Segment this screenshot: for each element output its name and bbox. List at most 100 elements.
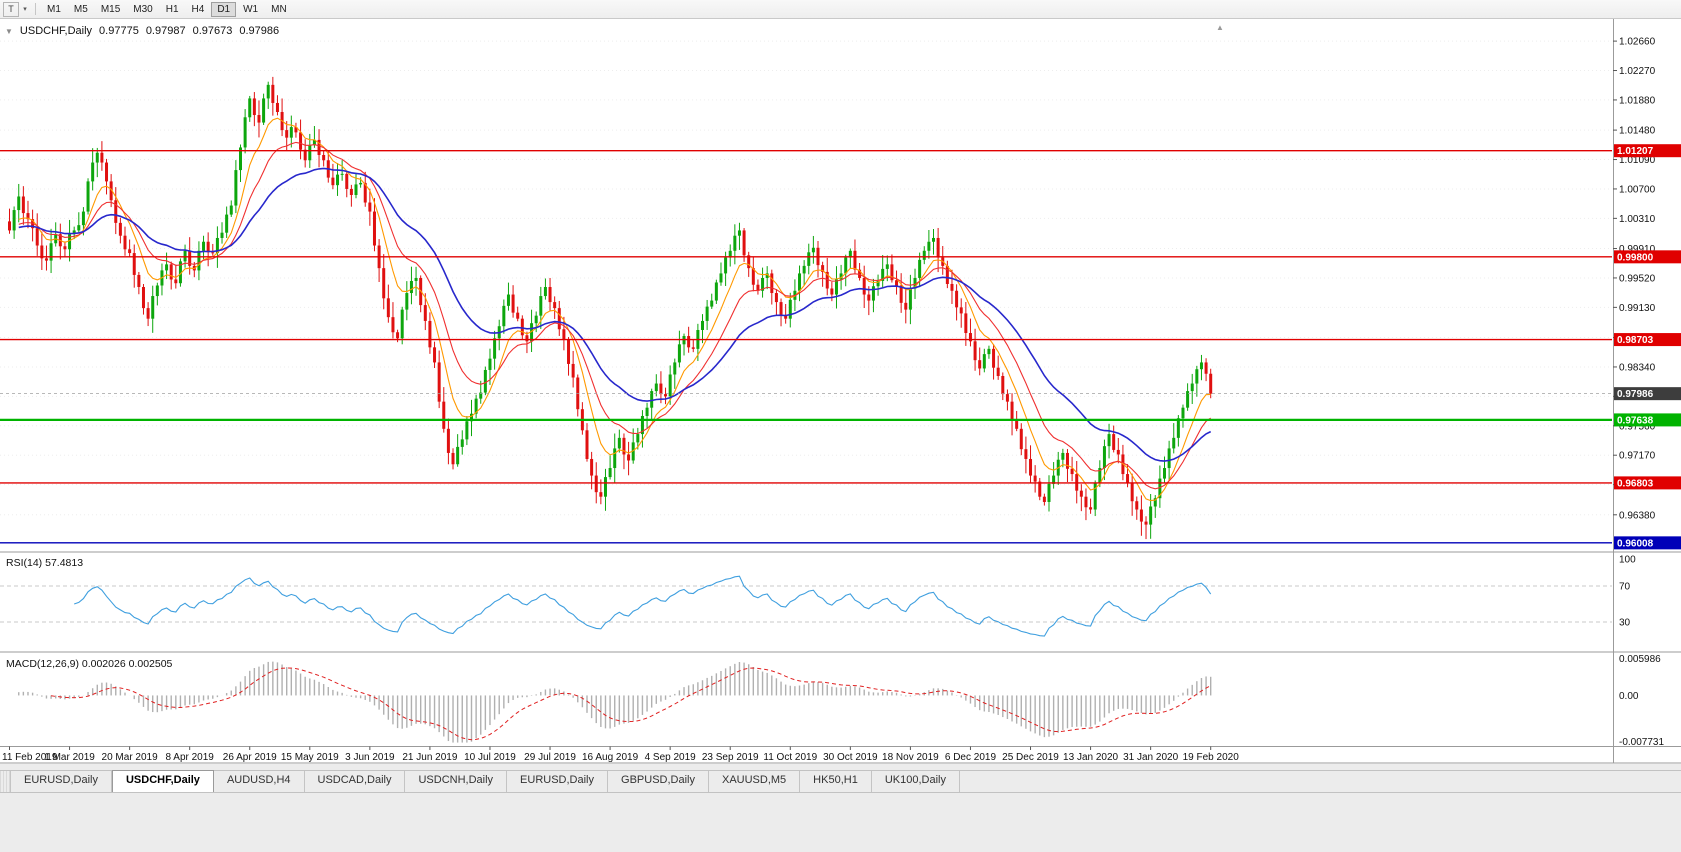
resistance-price-badge: 0.99800	[1614, 250, 1681, 264]
timeframe-button-group: M1 M5 M15 M30 H1 H4 D1 W1 MN	[41, 1, 293, 17]
svg-text:0.96380: 0.96380	[1619, 510, 1656, 521]
top-toolbar: T ▾ M1 M5 M15 M30 H1 H4 D1 W1 MN	[0, 0, 1681, 19]
svg-text:8 Apr 2019: 8 Apr 2019	[165, 752, 214, 763]
timeframe-button-h1[interactable]: H1	[160, 2, 185, 17]
svg-text:0.005986: 0.005986	[1619, 654, 1661, 665]
templates-icon[interactable]: T	[3, 1, 19, 17]
svg-text:30: 30	[1619, 618, 1631, 629]
svg-text:1.01207: 1.01207	[1617, 146, 1654, 157]
svg-text:25 Dec 2019: 25 Dec 2019	[1002, 752, 1059, 763]
svg-text:19 Feb 2020: 19 Feb 2020	[1183, 752, 1240, 763]
tabs-grip	[0, 771, 11, 792]
rsi-indicator-label: RSI(14) 57.4813	[6, 557, 83, 569]
tabs-container: EURUSD,Daily USDCHF,Daily AUDUSD,H4 USDCAD,…	[11, 770, 960, 792]
quote-close: 0.97986	[239, 25, 280, 37]
timeframe-button-mn[interactable]: MN	[265, 2, 293, 17]
svg-text:100: 100	[1619, 555, 1636, 566]
timeframe-button-m15[interactable]: M15	[95, 2, 126, 17]
svg-text:0.96008: 0.96008	[1617, 538, 1654, 549]
chart-tab-eurusd-daily[interactable]: EURUSD,Daily	[11, 771, 112, 792]
scroll-to-end-icon[interactable]: ▲	[1216, 23, 1224, 32]
rsi-line	[74, 575, 1212, 637]
svg-text:0.99520: 0.99520	[1619, 273, 1656, 284]
svg-text:11 Feb 2019: 11 Feb 2019	[2, 752, 58, 763]
svg-text:11 Oct 2019: 11 Oct 2019	[763, 752, 817, 763]
macd-indicator-label: MACD(12,26,9) 0.002026 0.002505	[6, 658, 172, 670]
svg-text:0.97170: 0.97170	[1619, 451, 1656, 462]
svg-text:0.99800: 0.99800	[1617, 252, 1654, 263]
chart-title: ▼ USDCHF,Daily 0.97775 0.97987 0.97673 0…	[5, 25, 279, 37]
timeframe-button-h4[interactable]: H4	[186, 2, 211, 17]
macd-name: MACD(12,26,9)	[6, 658, 79, 670]
timeframe-button-d1[interactable]: D1	[211, 1, 237, 17]
svg-text:1.02660: 1.02660	[1619, 37, 1656, 48]
svg-text:0.96803: 0.96803	[1617, 478, 1654, 489]
svg-text:1 Mar 2019: 1 Mar 2019	[44, 752, 95, 763]
svg-text:0.97560: 0.97560	[1619, 421, 1656, 432]
chart-tab-eurusd-daily[interactable]: EURUSD,Daily	[507, 771, 609, 792]
svg-text:1.01880: 1.01880	[1619, 95, 1656, 106]
svg-text:18 Nov 2019: 18 Nov 2019	[882, 752, 939, 763]
svg-text:1.01480: 1.01480	[1619, 126, 1656, 137]
svg-text:0.98703: 0.98703	[1617, 335, 1654, 346]
chart-tab-usdcnh-daily[interactable]: USDCNH,Daily	[405, 771, 508, 792]
support-price-badge: 0.96803	[1614, 476, 1681, 490]
toolbar-separator	[35, 3, 36, 15]
svg-text:16 Aug 2019: 16 Aug 2019	[582, 752, 639, 763]
chart-plot-area[interactable]	[0, 19, 1612, 763]
timeframe-button-m5[interactable]: M5	[68, 2, 94, 17]
svg-text:10 Jul 2019: 10 Jul 2019	[464, 752, 516, 763]
templates-dropdown-icon[interactable]: ▾	[20, 2, 30, 17]
svg-text:6 Dec 2019: 6 Dec 2019	[945, 752, 997, 763]
svg-text:1.00700: 1.00700	[1619, 184, 1656, 195]
svg-text:0.99130: 0.99130	[1619, 303, 1656, 314]
chart-tab-xauusd-m5[interactable]: XAUUSD,M5	[708, 771, 801, 792]
svg-text:0.97638: 0.97638	[1617, 415, 1654, 426]
chart-canvas[interactable]: 1.02660 1.02270 1.01880 1.01480 1.01090 1.007…	[0, 19, 1681, 764]
ma-fast-line	[18, 117, 1211, 502]
svg-text:4 Sep 2019: 4 Sep 2019	[645, 752, 697, 763]
svg-text:-0.007731: -0.007731	[1619, 737, 1664, 748]
svg-text:0.00: 0.00	[1619, 691, 1639, 702]
svg-text:31 Jan 2020: 31 Jan 2020	[1123, 752, 1178, 763]
svg-text:20 Mar 2019: 20 Mar 2019	[102, 752, 159, 763]
svg-text:23 Sep 2019: 23 Sep 2019	[702, 752, 759, 763]
timeframe-button-w1[interactable]: W1	[237, 2, 264, 17]
chart-tab-audusd-h4[interactable]: AUDUSD,H4	[213, 771, 305, 792]
svg-text:30 Oct 2019: 30 Oct 2019	[823, 752, 878, 763]
chart-tab-hk50-h1[interactable]: HK50,H1	[800, 771, 872, 792]
status-area: EURUSD,Daily USDCHF,Daily AUDUSD,H4 USDCAD,…	[0, 770, 1681, 793]
timeframe-button-m1[interactable]: M1	[41, 2, 67, 17]
svg-text:70: 70	[1619, 582, 1631, 593]
chart-tab-usdchf-daily[interactable]: USDCHF,Daily	[111, 770, 214, 792]
chart-tab-gbpusd-daily[interactable]: GBPUSD,Daily	[608, 771, 709, 792]
resistance-price-badge: 0.98703	[1614, 333, 1681, 347]
svg-text:15 May 2019: 15 May 2019	[281, 752, 339, 763]
svg-text:29 Jul 2019: 29 Jul 2019	[524, 752, 576, 763]
svg-text:0.99910: 0.99910	[1619, 244, 1656, 255]
chart-tabs-bar: EURUSD,Daily USDCHF,Daily AUDUSD,H4 USDCAD,…	[0, 770, 1681, 793]
rsi-value: 57.4813	[45, 557, 84, 569]
timeframe-button-m30[interactable]: M30	[127, 2, 158, 17]
svg-text:1.01090: 1.01090	[1619, 155, 1656, 166]
svg-text:13 Jan 2020: 13 Jan 2020	[1063, 752, 1118, 763]
macd-main-value: 0.002026	[81, 658, 126, 670]
svg-text:0.97986: 0.97986	[1617, 389, 1654, 400]
chart-window: 1.02660 1.02270 1.01880 1.01480 1.01090 1.007…	[0, 19, 1681, 764]
svg-text:3 Jun 2019: 3 Jun 2019	[345, 752, 395, 763]
time-axis[interactable]	[9, 746, 1212, 751]
resistance-price-badge: 1.01207	[1614, 144, 1681, 157]
support-price-badge: 0.96008	[1614, 536, 1681, 550]
svg-text:26 Apr 2019: 26 Apr 2019	[223, 752, 277, 763]
quote-high: 0.97987	[145, 25, 186, 37]
chart-tab-uk100-daily[interactable]: UK100,Daily	[871, 771, 960, 792]
svg-text:0.98340: 0.98340	[1619, 362, 1656, 373]
svg-text:1.00310: 1.00310	[1619, 214, 1656, 225]
rsi-name: RSI(14)	[6, 557, 43, 569]
support-price-badge: 0.97638	[1614, 413, 1681, 427]
macd-signal-value: 0.002505	[128, 658, 173, 670]
macd-histogram	[18, 661, 1212, 743]
one-click-trading-icon[interactable]: ▼	[5, 26, 13, 36]
chart-tab-usdcad-daily[interactable]: USDCAD,Daily	[304, 771, 406, 792]
macd-signal-line	[51, 667, 1211, 741]
